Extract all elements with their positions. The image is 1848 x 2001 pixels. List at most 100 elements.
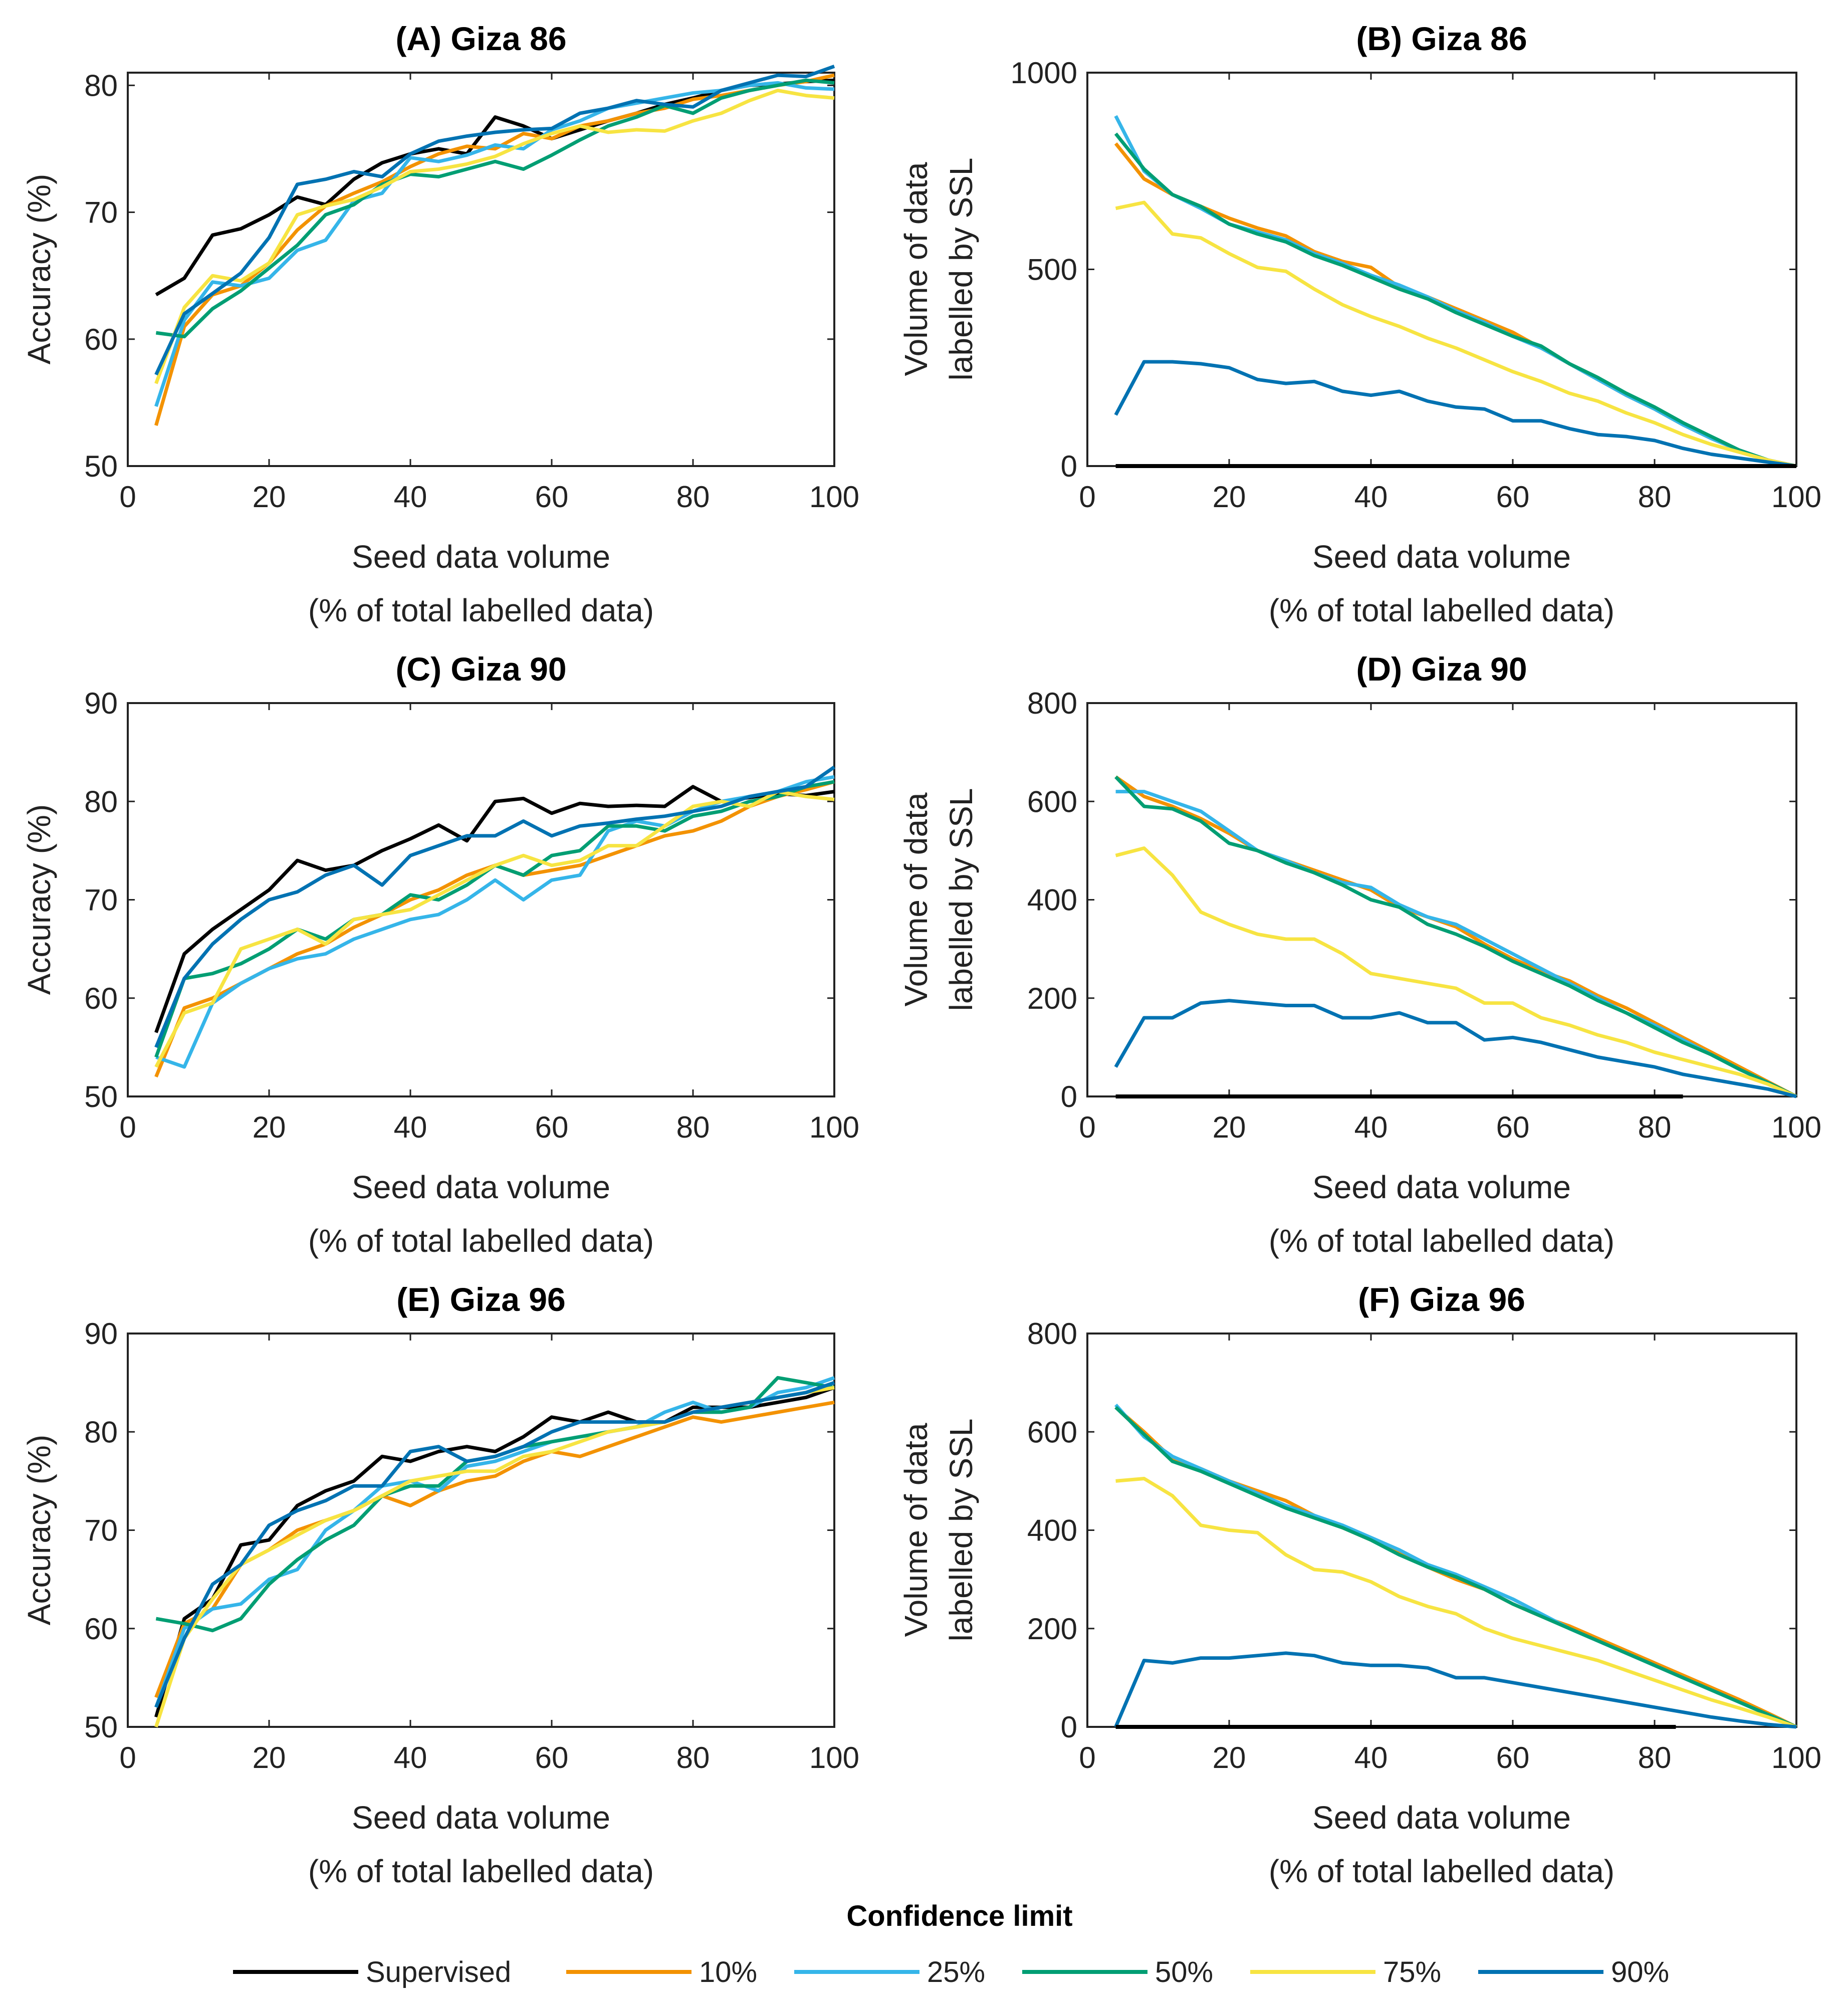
panel-c-ytick-label: 80 [84, 785, 118, 818]
legend-label-10: 10% [699, 1956, 757, 1988]
panel-d-series-25 [1115, 790, 1797, 1098]
panel-d-ytick-label: 600 [1027, 785, 1077, 818]
panel-b-series-50 [1114, 132, 1797, 468]
legend-entry-90: 90% [1478, 1956, 1669, 1988]
panel-f-xtick-label: 100 [1771, 1741, 1821, 1774]
panel-b-xtick-label: 0 [1079, 480, 1095, 514]
panel-e-xtick-label: 80 [676, 1741, 710, 1774]
panel-c-ytick-label: 50 [84, 1080, 118, 1114]
panel-f-xlabel-line2: (% of total labelled data) [1269, 1853, 1614, 1889]
panel-a-series-90 [154, 65, 835, 376]
panel-c-xtick-label: 80 [676, 1110, 710, 1144]
panel-a-xtick-label: 0 [119, 480, 136, 514]
panel-a-series-50 [155, 78, 835, 339]
panel-c-title: (C) Giza 90 [395, 650, 566, 688]
legend-label-90: 90% [1611, 1956, 1669, 1988]
panel-e-ytick-label: 70 [84, 1514, 118, 1547]
panel-f-series-75 [1115, 1477, 1797, 1729]
panel-d-ytick-label: 200 [1027, 982, 1077, 1015]
panel-b-xlabel-line1: Seed data volume [1312, 539, 1571, 575]
panel-a-xtick-label: 20 [253, 480, 286, 514]
panel-e-xtick-label: 60 [535, 1741, 569, 1774]
panel-d-ytick-label: 400 [1027, 883, 1077, 917]
panel-a-title: (A) Giza 86 [395, 20, 566, 57]
panel-b-xlabel-line2: (% of total labelled data) [1269, 592, 1614, 628]
panel-b-ylabel-line1: Volume of data [898, 162, 934, 376]
panel-b-series-90 [1114, 360, 1797, 468]
legend-entry-supervised: Supervised [233, 1956, 511, 1988]
panel-b-xtick-label: 80 [1638, 480, 1672, 514]
panel-c-xtick-label: 20 [253, 1110, 286, 1144]
legend-label-25: 25% [927, 1956, 985, 1988]
panel-d-series-90 [1114, 999, 1797, 1098]
panel-d-ylabel-line1: Volume of data [898, 792, 934, 1006]
legend-label-75: 75% [1383, 1956, 1441, 1988]
panel-c-ytick-label: 60 [84, 982, 118, 1015]
panel-f-series-50 [1114, 1406, 1797, 1729]
panel-f-xlabel-line1: Seed data volume [1312, 1800, 1571, 1836]
panel-d-xtick-label: 20 [1213, 1110, 1246, 1144]
panel-e-xtick-label: 40 [394, 1741, 427, 1774]
panel-e-xtick-label: 20 [253, 1741, 286, 1774]
panel-b-xtick-label: 40 [1354, 480, 1388, 514]
panel-a-ytick-label: 50 [84, 450, 118, 483]
panel-b-series-75 [1115, 200, 1797, 468]
panel-d-xtick-label: 60 [1496, 1110, 1530, 1144]
panel-f-title: (F) Giza 96 [1358, 1281, 1525, 1318]
panel-e: (E) Giza 96 0 20 40 60 80 100 50 60 70 80 90 Accur… [21, 1281, 859, 1889]
panel-f-xtick-label: 40 [1354, 1741, 1388, 1774]
panel-c-series-90 [154, 765, 835, 1048]
panel-f-xtick-label: 60 [1496, 1741, 1530, 1774]
panel-e-title: (E) Giza 96 [396, 1281, 565, 1318]
panel-c-xtick-label: 0 [119, 1110, 136, 1144]
panel-a-ytick-label: 70 [84, 196, 118, 230]
panel-a-ytick-label: 60 [84, 323, 118, 356]
panel-d-xlabel-line2: (% of total labelled data) [1269, 1223, 1614, 1259]
panel-e-xlabel-line1: Seed data volume [352, 1800, 610, 1836]
legend-title: Confidence limit [846, 1900, 1072, 1932]
panel-b-title: (B) Giza 86 [1356, 20, 1527, 57]
panel-f-xtick-label: 0 [1079, 1741, 1095, 1774]
panel-e-xtick-label: 0 [119, 1741, 136, 1774]
panel-c-xtick-label: 40 [394, 1110, 427, 1144]
panel-f-ytick-label: 800 [1027, 1317, 1077, 1351]
panel-b-ylabel-line2: labelled by SSL [943, 158, 979, 381]
panel-c-xtick-label: 100 [809, 1110, 859, 1144]
panel-a-axes-box [127, 72, 835, 467]
panel-e-ylabel: Accuracy (%) [21, 1435, 57, 1626]
panel-f-ytick-label: 400 [1027, 1514, 1077, 1547]
legend-entry-50: 50% [1022, 1956, 1213, 1988]
panel-e-ytick-label: 90 [84, 1317, 118, 1351]
panel-f-ytick-label: 600 [1027, 1415, 1077, 1449]
panel-d-series-50 [1114, 775, 1797, 1098]
panel-b-xtick-label: 100 [1771, 480, 1821, 514]
panel-d-title: (D) Giza 90 [1356, 650, 1527, 688]
panel-f-ylabel-line2: labelled by SSL [943, 1419, 979, 1642]
panel-a-ylabel: Accuracy (%) [21, 174, 57, 365]
panel-d-series-10 [1114, 775, 1797, 1098]
panel-e-ytick-label: 50 [84, 1710, 118, 1744]
panel-a-xlabel-line1: Seed data volume [352, 539, 610, 575]
legend: Confidence limit Supervised 10% 25% 50% … [233, 1900, 1669, 1988]
panel-e-xlabel-line2: (% of total labelled data) [308, 1853, 654, 1889]
panel-f-xtick-label: 20 [1213, 1741, 1246, 1774]
panel-a-ytick-label: 80 [84, 69, 118, 102]
panel-d: (D) Giza 90 0 20 40 60 80 100 0 200 400 600 800 Vo… [898, 650, 1821, 1259]
legend-entry-10: 10% [566, 1956, 757, 1988]
panel-a-xtick-label: 80 [676, 480, 710, 514]
panel-d-xlabel-line1: Seed data volume [1312, 1169, 1571, 1205]
panel-e-series-90 [154, 1381, 835, 1708]
legend-label-50: 50% [1155, 1956, 1213, 1988]
panel-d-xtick-label: 40 [1354, 1110, 1388, 1144]
panel-c-series-75 [154, 790, 835, 1068]
panel-d-xtick-label: 0 [1079, 1110, 1095, 1144]
panel-c-ytick-label: 90 [84, 687, 118, 720]
panel-d-series-75 [1115, 846, 1797, 1098]
panel-a: (A) Giza 86 0 20 40 60 80 100 50 60 70 80 Accurac… [21, 20, 859, 628]
panel-d-plot: 0 20 40 60 80 100 0 200 400 600 800 [1027, 687, 1821, 1144]
panel-e-xtick-label: 100 [809, 1741, 859, 1774]
panel-d-ytick-label: 800 [1027, 687, 1077, 720]
panel-b-ytick-label: 500 [1027, 253, 1077, 287]
